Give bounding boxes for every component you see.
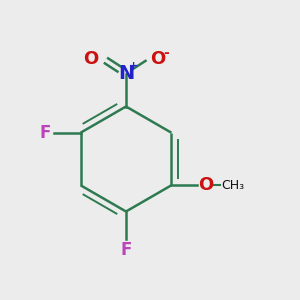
Text: -: - (163, 46, 169, 60)
Text: O: O (150, 50, 166, 68)
Text: F: F (40, 124, 51, 142)
Text: CH₃: CH₃ (221, 179, 244, 192)
Text: +: + (129, 61, 138, 71)
Text: N: N (118, 64, 134, 83)
Text: O: O (199, 176, 214, 194)
Text: O: O (83, 50, 98, 68)
Text: F: F (120, 241, 132, 259)
